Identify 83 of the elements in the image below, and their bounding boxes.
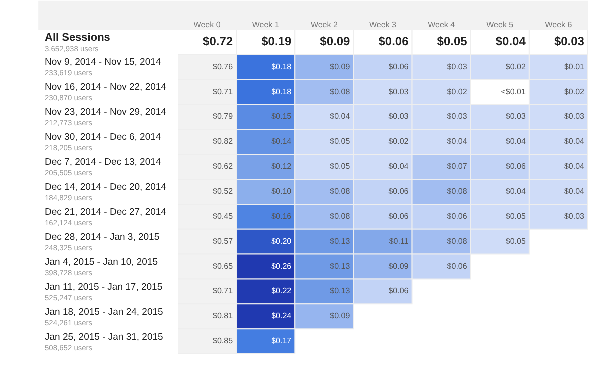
data-label: $0.03 [554,34,585,48]
data-label: $0.72 [203,34,234,48]
data-label: $0.17 [272,336,292,346]
data-label: $0.07 [447,162,468,172]
data-label: $0.18 [272,62,292,72]
data-label: $0.13 [330,286,351,296]
data-label: $0.08 [330,212,351,221]
data-label: $0.03 [564,112,586,122]
text: <$0.01 [501,87,526,96]
data-label: $0.02 [506,62,526,72]
data-label: $0.06 [388,187,410,196]
x-tick-label: Week 6 [545,20,573,30]
data-label: $0.65 [213,262,234,271]
data-label: $0.13 [330,262,351,271]
data-label: $0.62 [213,162,234,172]
x-tick-label: Week 0 [194,20,222,30]
data-label: $0.02 [388,137,410,146]
data-label: $0.14 [272,137,292,146]
data-label: $0.04 [506,137,526,146]
data-label: $0.04 [330,112,351,122]
data-label: $0.05 [437,34,468,48]
data-label: $0.03 [388,112,410,122]
data-label: $0.04 [388,162,410,172]
data-label: $0.03 [388,87,410,96]
data-label: $0.20 [272,236,292,246]
data-label: $0.22 [272,286,292,296]
data-label: $0.06 [388,286,410,296]
data-label: $0.03 [506,112,526,122]
data-label: $0.05 [506,236,526,246]
data-label: $0.04 [564,162,586,172]
data-label: $0.79 [213,112,234,122]
data-label: $0.01 [564,62,586,72]
data-label: $0.45 [213,212,234,221]
data-label: $0.85 [213,336,234,346]
data-label: $0.24 [272,312,292,321]
data-label: $0.71 [213,286,234,296]
data-label: $0.57 [213,236,234,246]
data-label: $0.06 [388,212,410,221]
data-label: $0.19 [262,34,292,48]
data-label: $0.16 [272,212,292,221]
data-label: $0.08 [447,187,468,196]
data-label: $0.15 [272,112,292,122]
data-label: $0.09 [388,262,410,271]
data-label: $0.82 [213,137,234,146]
data-label: $0.13 [330,236,351,246]
data-label: $0.09 [330,62,351,72]
data-label: $0.08 [330,87,351,96]
data-label: $0.02 [447,87,468,96]
data-label: $0.06 [447,212,468,221]
x-tick-label: Week 2 [310,20,338,30]
data-label: $0.10 [272,187,292,196]
data-label: $0.08 [447,236,468,246]
data-label: $0.11 [389,236,410,246]
data-label: $0.04 [564,137,586,146]
data-label: $0.02 [564,87,586,96]
data-label: $0.04 [564,187,586,196]
data-label: $0.03 [447,112,468,122]
data-label: $0.06 [447,262,468,271]
data-label: $0.52 [213,187,234,196]
data-label: $0.71 [213,87,234,96]
data-label: $0.09 [330,312,351,321]
x-tick-label: Week 1 [252,20,280,30]
data-label: $0.04 [496,34,526,48]
data-label: $0.05 [506,212,526,221]
data-label: $0.05 [330,137,351,146]
data-label: $0.03 [564,212,586,221]
data-label: $0.04 [447,137,468,146]
x-tick-label: Week 4 [428,20,456,30]
data-label: $0.06 [506,162,526,172]
data-label: $0.18 [272,87,292,96]
data-label: $0.08 [330,187,351,196]
data-label: $0.04 [506,187,526,196]
data-label: $0.09 [320,34,351,48]
data-label: $0.81 [213,312,234,321]
data-label: $0.06 [388,62,410,72]
data-label: $0.06 [378,34,410,48]
data-label: $0.03 [447,62,468,72]
data-label: $0.12 [272,162,292,172]
data-label: $0.76 [213,62,234,72]
data-label: $0.26 [272,262,292,271]
x-tick-label: Week 3 [370,20,398,30]
data-label: $0.05 [330,162,351,172]
x-tick-label: Week 5 [486,20,514,30]
